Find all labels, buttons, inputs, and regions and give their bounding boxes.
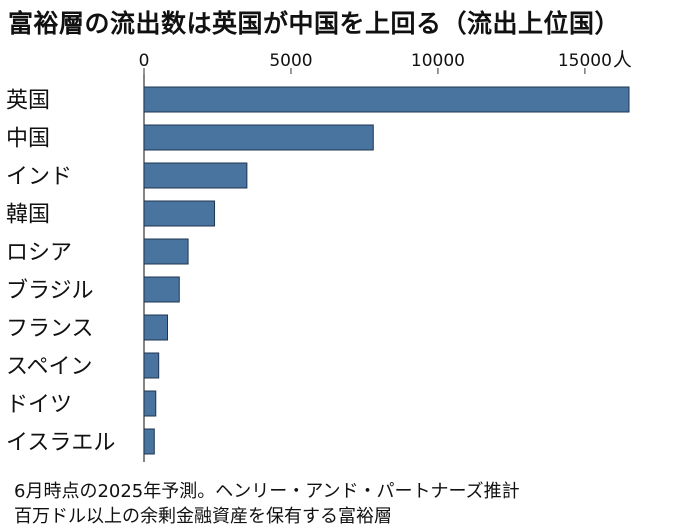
category-label: ロシア bbox=[6, 241, 72, 266]
chart-notes: 6月時点の2025年予測。ヘンリー・アンド・パートナーズ推計 百万ドル以上の余剰… bbox=[14, 479, 520, 529]
bars bbox=[143, 86, 630, 455]
bar bbox=[143, 86, 630, 113]
bar bbox=[143, 352, 160, 379]
bar bbox=[143, 314, 169, 341]
bar bbox=[143, 428, 155, 455]
category-label: 韓国 bbox=[6, 203, 50, 228]
category-label: 中国 bbox=[6, 127, 50, 152]
category-label: イスラエル bbox=[6, 431, 115, 456]
bar bbox=[143, 162, 248, 189]
category-label: フランス bbox=[6, 317, 94, 342]
note-line-1: 6月時点の2025年予測。ヘンリー・アンド・パートナーズ推計 bbox=[14, 481, 520, 502]
x-tick-label: 10000 bbox=[411, 51, 465, 71]
x-tick-label: 15000 bbox=[558, 51, 612, 71]
category-label: インド bbox=[6, 165, 72, 190]
bar bbox=[143, 124, 374, 151]
category-label: ブラジル bbox=[6, 279, 94, 304]
bar bbox=[143, 276, 180, 303]
category-label: ドイツ bbox=[6, 393, 72, 418]
category-label: 英国 bbox=[6, 89, 50, 114]
x-tick-label: 0 bbox=[139, 51, 150, 71]
bar bbox=[143, 390, 157, 417]
x-axis-unit: 人 bbox=[613, 49, 632, 71]
bar bbox=[143, 238, 189, 265]
bar bbox=[143, 200, 216, 227]
x-tick-label: 5000 bbox=[269, 51, 312, 71]
note-line-2: 百万ドル以上の余剰金融資産を保有する富裕層 bbox=[14, 506, 392, 527]
chart-title: 富裕層の流出数は英国が中国を上回る（流出上位国） bbox=[8, 9, 621, 38]
category-label: スペイン bbox=[6, 355, 92, 380]
